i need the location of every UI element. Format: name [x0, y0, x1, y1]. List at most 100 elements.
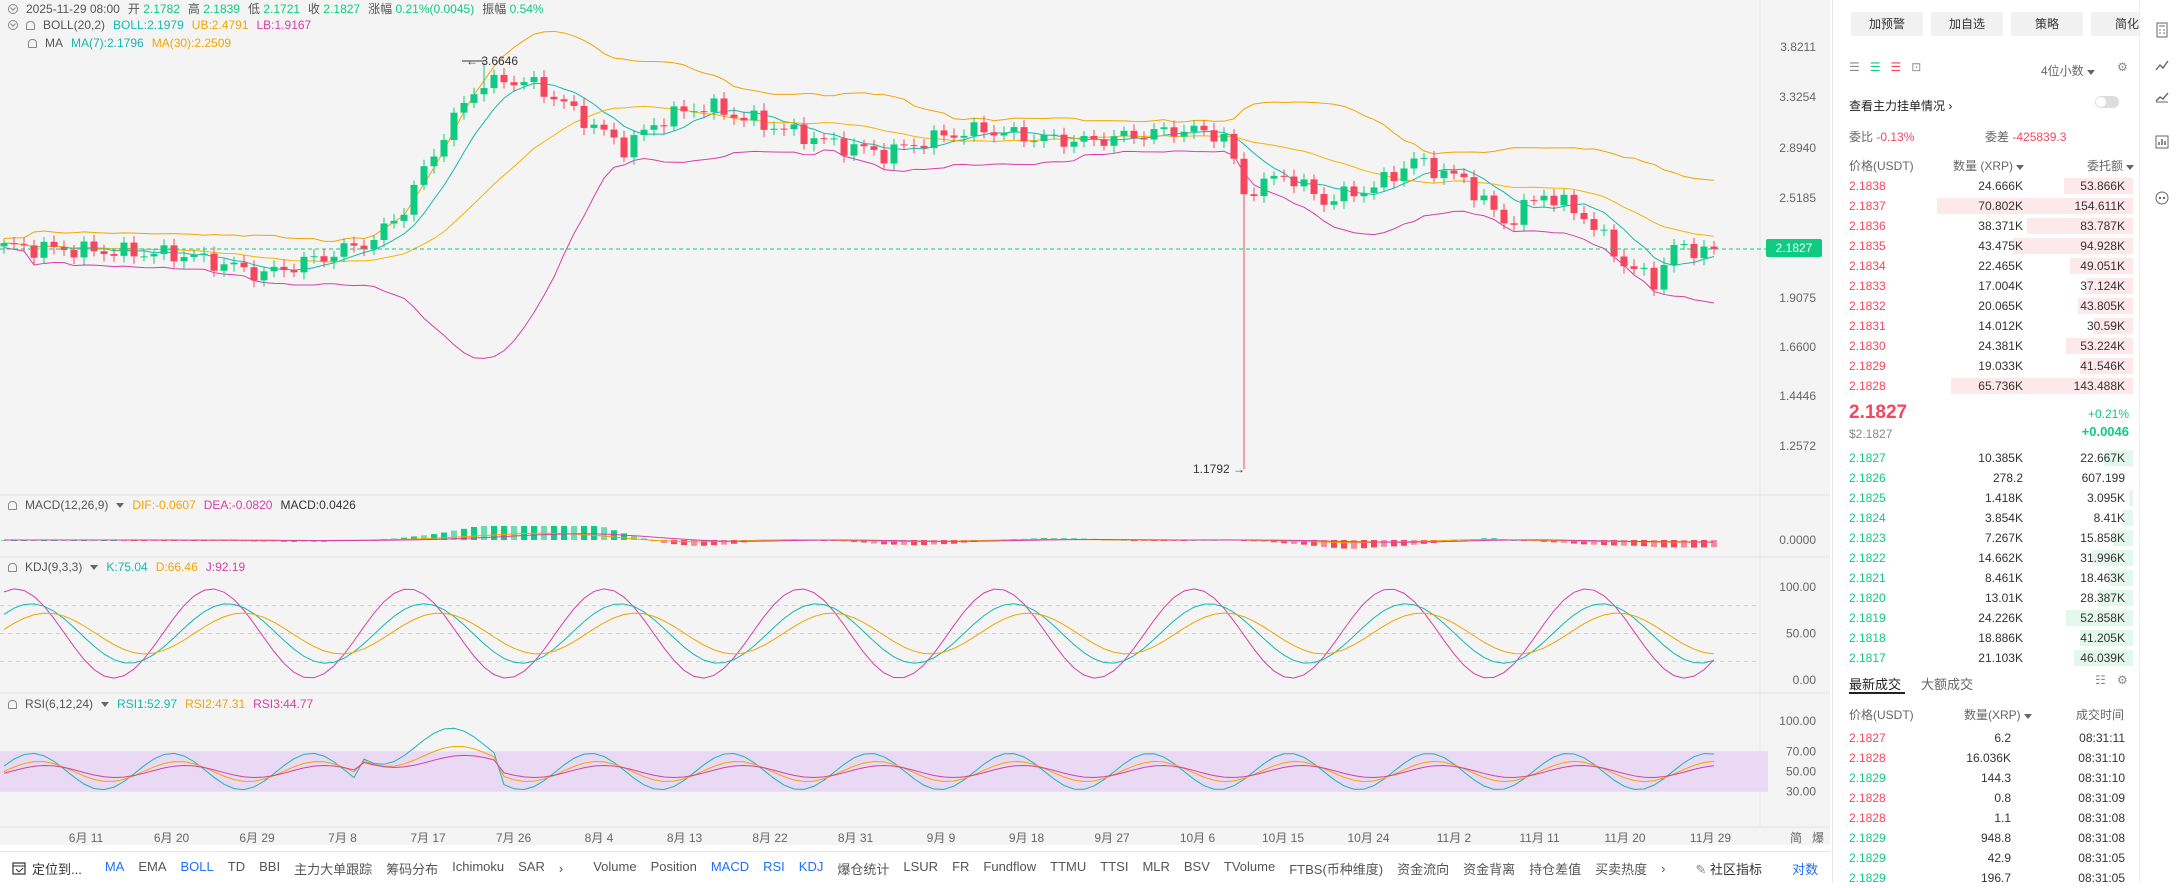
chart-line-icon[interactable] [2154, 58, 2170, 74]
indicator-rsi[interactable]: RSI [763, 858, 785, 874]
view-both-icon[interactable]: ☰ [1849, 60, 1860, 74]
indicator-ttsi[interactable]: TTSI [1100, 858, 1129, 874]
main-force-link[interactable]: 查看主力挂单情况 › [1849, 97, 1952, 114]
view-asks-icon[interactable]: ☰ [1890, 60, 1902, 74]
indicator-ma[interactable]: MA [104, 858, 125, 874]
bid-row[interactable]: 2.1822 14.662K 31.996K [1833, 548, 2133, 568]
ask-row[interactable]: 2.1830 24.381K 53.224K [1833, 336, 2133, 356]
indicator-volume[interactable]: Volume [593, 858, 637, 874]
indicator--[interactable]: 爆仓统计 [837, 861, 890, 877]
ask-row[interactable]: 2.1828 65.736K 143.488K [1833, 376, 2133, 396]
indicator-mlr[interactable]: MLR [1142, 858, 1170, 874]
bell-icon[interactable] [8, 562, 17, 572]
add-favorite-button[interactable]: 加自选 [1931, 12, 2003, 36]
ma-name[interactable]: MA [45, 36, 63, 50]
log-scale-toggle[interactable]: 对数 [1792, 861, 1819, 877]
ask-row[interactable]: 2.1829 19.033K 41.546K [1833, 356, 2133, 376]
candlestick-chart[interactable]: ← 3.6646 1.1792 → 3.8211 3.3254 2.8940 2.5185… [0, 0, 1830, 845]
indicator--[interactable]: 买卖热度 [1595, 861, 1648, 877]
bid-row[interactable]: 2.1824 3.854K 8.41K [1833, 508, 2133, 528]
bid-row[interactable]: 2.1826 278.2 607.199 [1833, 468, 2133, 488]
trade-time: 08:31:08 [2078, 831, 2125, 845]
indicator-tvolume[interactable]: TVolume [1223, 858, 1276, 874]
indicator-fundflow[interactable]: Fundflow [983, 858, 1037, 874]
bid-row[interactable]: 2.1817 21.103K 46.039K [1833, 648, 2133, 668]
indicator-fr[interactable]: FR [952, 858, 970, 874]
locate-button[interactable]: 定位到... [12, 859, 82, 878]
view-bids-icon[interactable]: ☰ [1869, 60, 1881, 74]
rsi-name[interactable]: RSI(6,12,24) [25, 697, 94, 711]
precision-select[interactable]: 4位小数 [2041, 62, 2096, 79]
share-icon[interactable] [2154, 190, 2170, 206]
chevron-right-icon[interactable]: › [1661, 860, 1666, 876]
bell-icon[interactable] [28, 38, 37, 48]
macd-name[interactable]: MACD(12,26,9) [25, 498, 109, 512]
ask-row[interactable]: 2.1831 14.012K 30.59K [1833, 316, 2133, 336]
indicator-ttmu[interactable]: TTMU [1050, 858, 1087, 874]
ask-row[interactable]: 2.1835 43.475K 94.928K [1833, 236, 2133, 256]
bell-icon[interactable] [26, 20, 35, 30]
bar-chart-icon[interactable] [2154, 134, 2170, 150]
indicator--[interactable]: 资金流向 [1397, 861, 1450, 877]
ask-row[interactable]: 2.1832 20.065K 43.805K [1833, 296, 2133, 316]
settings-icon[interactable]: ⚙ [2117, 673, 2128, 687]
settings-icon[interactable]: ⚙ [2117, 60, 2128, 74]
bid-row[interactable]: 2.1823 7.267K 15.858K [1833, 528, 2133, 548]
dropdown-icon[interactable] [116, 502, 125, 508]
chevron-right-icon[interactable]: › [558, 860, 564, 876]
collapse-icon[interactable] [8, 3, 18, 14]
trade-header-qty[interactable]: 数量(XRP) [1964, 706, 2033, 723]
bid-row[interactable]: 2.1818 18.886K 41.205K [1833, 628, 2133, 648]
indicator-macd[interactable]: MACD [710, 858, 750, 874]
liquidation-toggle[interactable]: 爆 [1812, 831, 1824, 845]
candle-body [550, 96, 558, 100]
ask-row[interactable]: 2.1833 17.004K 37.124K [1833, 276, 2133, 296]
chart-area[interactable]: ← 3.6646 1.1792 → 3.8211 3.3254 2.8940 2.5185… [0, 0, 1830, 845]
ask-row[interactable]: 2.1834 22.465K 49.051K [1833, 256, 2133, 276]
simple-mode-toggle[interactable]: 简 [1790, 831, 1802, 845]
kdj-name[interactable]: KDJ(9,3,3) [25, 560, 83, 574]
bid-row[interactable]: 2.1821 8.461K 18.463K [1833, 568, 2133, 588]
calculator-icon[interactable] [2154, 22, 2170, 38]
dropdown-icon[interactable] [90, 564, 99, 570]
indicator-ftbs-[interactable]: FTBS(币种维度) [1289, 861, 1384, 877]
bid-row[interactable]: 2.1827 10.385K 22.667K [1833, 448, 2133, 468]
indicator-bsv[interactable]: BSV [1183, 858, 1210, 874]
indicator-td[interactable]: TD [227, 858, 246, 874]
ob-header-total[interactable]: 委托额 [2087, 157, 2135, 174]
community-indicator-button[interactable]: ✎ 社区指标 [1696, 859, 1763, 878]
main-force-toggle[interactable] [2095, 96, 2119, 108]
collapse-icon[interactable] [8, 20, 18, 30]
tab-large-trades[interactable]: 大额成交 [1921, 677, 1974, 692]
ask-row[interactable]: 2.1838 24.666K 53.866K [1833, 176, 2133, 196]
bid-row[interactable]: 2.1825 1.418K 3.095K [1833, 488, 2133, 508]
bell-icon[interactable] [8, 500, 17, 510]
indicator-boll[interactable]: BOLL [180, 858, 214, 874]
ask-row[interactable]: 2.1836 38.371K 83.787K [1833, 216, 2133, 236]
strategy-button[interactable]: 策略 [2011, 12, 2083, 36]
list-icon[interactable]: ☷ [2095, 673, 2106, 687]
indicator-sar[interactable]: SAR [518, 858, 545, 874]
tab-latest-trades[interactable]: 最新成交 [1849, 677, 1902, 692]
indicator--[interactable]: 持仓差值 [1529, 861, 1582, 877]
indicator-lsur[interactable]: LSUR [903, 858, 939, 874]
indicator-position[interactable]: Position [650, 858, 697, 874]
indicator-ema[interactable]: EMA [138, 858, 167, 874]
view-custom-icon[interactable]: ⊡ [1911, 60, 1922, 74]
boll-name[interactable]: BOLL(20,2) [43, 18, 106, 32]
ob-header-qty[interactable]: 数量 (XRP) [1953, 157, 2025, 174]
bid-row[interactable]: 2.1820 13.01K 28.387K [1833, 588, 2133, 608]
indicator-kdj[interactable]: KDJ [798, 858, 824, 874]
indicator-ichimoku[interactable]: Ichimoku [452, 858, 505, 874]
indicator-bbi[interactable]: BBI [259, 858, 281, 874]
trade-quantity: 0.8 [1994, 791, 2011, 805]
add-alert-button[interactable]: 加预警 [1851, 12, 1923, 36]
ask-row[interactable]: 2.1837 70.802K 154.611K [1833, 196, 2133, 216]
bell-icon[interactable] [8, 699, 17, 709]
dropdown-icon[interactable] [101, 701, 110, 707]
indicator--[interactable]: 资金背离 [1463, 861, 1516, 877]
indicator--[interactable]: 主力大单跟踪 [294, 861, 373, 877]
bid-row[interactable]: 2.1819 24.226K 52.858K [1833, 608, 2133, 628]
indicator--[interactable]: 筹码分布 [386, 861, 439, 877]
trend-icon[interactable] [2154, 88, 2170, 104]
